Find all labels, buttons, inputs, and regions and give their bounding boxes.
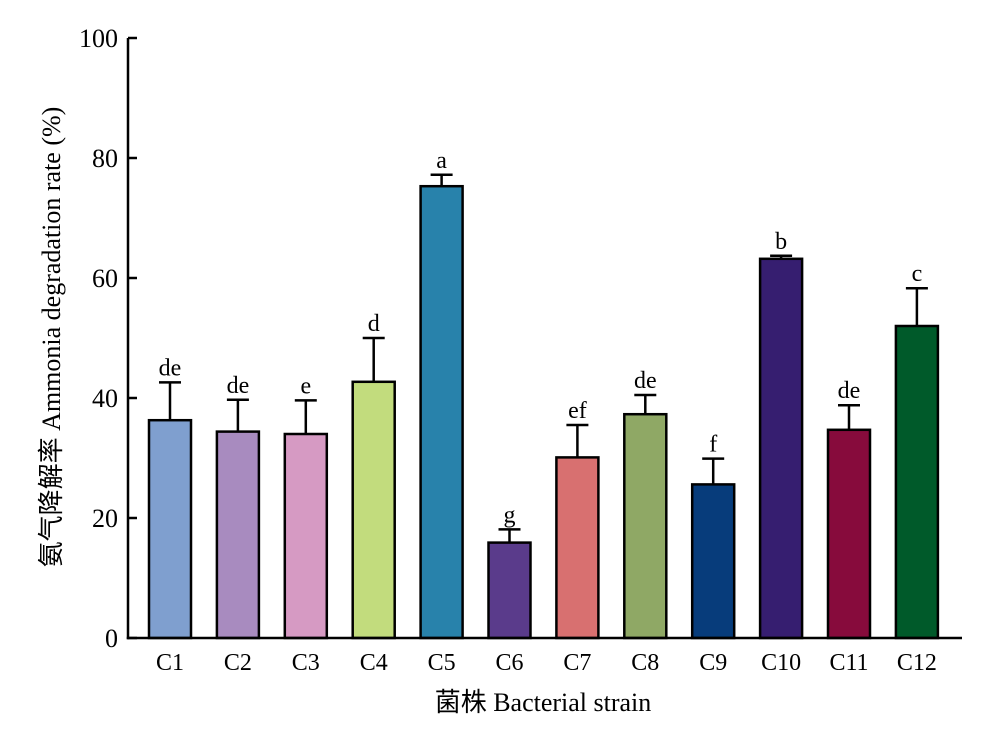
bar: [555, 456, 600, 640]
significance-label: d: [368, 311, 380, 337]
bar: [690, 483, 736, 640]
y-axis-label: 氨气降解率 Ammonia degradation rate (%): [37, 107, 66, 568]
significance-label: a: [436, 148, 447, 174]
bar: [758, 257, 804, 640]
significance-label: de: [227, 373, 250, 399]
y-tick-label: 0: [105, 624, 118, 653]
x-tick-label: C5: [428, 650, 456, 676]
x-tick-label: C2: [224, 650, 252, 676]
bar: [283, 432, 329, 640]
bar: [215, 430, 261, 640]
plot-area: de C1 de C2 e C3 d C4 a C5 g C6 ef C7 de C8 f C9 b C10 de C11…: [79, 24, 962, 676]
x-axis-label: 菌株 Bacterial strain: [435, 688, 652, 717]
significance-label: b: [775, 229, 787, 255]
x-tick-label: C8: [631, 650, 659, 676]
bar: [623, 412, 668, 640]
x-tick-label: C1: [156, 650, 184, 676]
x-tick-label: C6: [495, 650, 523, 676]
y-tick-label: 40: [92, 384, 118, 413]
significance-label: g: [504, 502, 516, 528]
x-tick-label: C12: [897, 650, 937, 676]
significance-label: de: [838, 378, 861, 404]
y-tick-label: 60: [92, 264, 118, 293]
significance-label: e: [300, 373, 311, 399]
significance-label: de: [634, 368, 657, 394]
x-tick-label: C3: [292, 650, 320, 676]
bar: [419, 184, 464, 640]
bar: [487, 541, 532, 640]
bar: [351, 380, 396, 640]
x-tick-label: C9: [699, 650, 727, 676]
x-tick-label: C7: [563, 650, 591, 676]
bar: [147, 418, 193, 640]
significance-label: ef: [568, 398, 587, 424]
x-tick-label: C10: [761, 650, 801, 676]
y-tick-label: 100: [79, 24, 118, 53]
y-tick-label: 80: [92, 144, 118, 173]
significance-label: de: [159, 355, 182, 381]
x-tick-label: C11: [829, 650, 868, 676]
significance-label: f: [709, 432, 717, 458]
y-tick-label: 20: [92, 504, 118, 533]
significance-label: c: [912, 261, 923, 287]
x-tick-label: C4: [360, 650, 388, 676]
bar: [826, 428, 872, 640]
bar: [894, 324, 940, 640]
